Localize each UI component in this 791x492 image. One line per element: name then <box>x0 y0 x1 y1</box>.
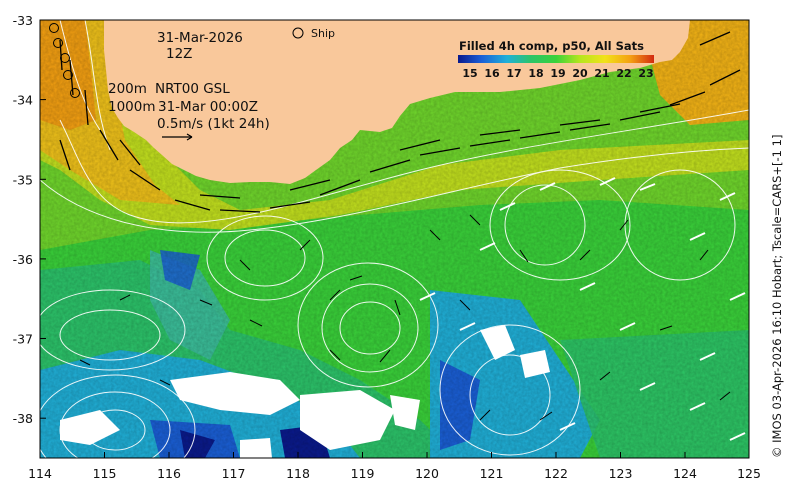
colorbar-tick: 17 <box>506 67 521 80</box>
colorbar-tick: 22 <box>616 67 631 80</box>
x-tick-label: 116 <box>157 466 181 481</box>
colorbar-tick: 16 <box>484 67 500 80</box>
ssh-contours <box>40 20 749 458</box>
ship-track <box>49 23 80 98</box>
plot-area <box>40 20 749 458</box>
scale-label: 0.5m/s (1kt 24h) <box>157 116 270 132</box>
product-time-label: 31-Mar 00:00Z <box>158 99 258 115</box>
x-tick-label: 125 <box>737 466 761 481</box>
colorbar-tick: 23 <box>638 67 653 80</box>
y-tick-label: -38 <box>13 411 33 426</box>
current-arrows-coastal <box>59 31 741 213</box>
x-tick-label: 120 <box>415 466 439 481</box>
x-tick-label: 118 <box>286 466 310 481</box>
y-tick-label: -35 <box>13 172 33 187</box>
scale-arrow <box>162 133 193 141</box>
y-tick-label: -37 <box>13 332 33 347</box>
credit-text: © IMOS 03-Apr-2026 16:10 Hobart; Tscale=… <box>770 135 784 458</box>
y-tick-label: -34 <box>13 93 33 108</box>
depth-200-label: 200m <box>108 81 147 97</box>
colorbar: Filled 4h comp, p50, All Sats 15 16 17 1… <box>458 39 654 80</box>
product-label: NRT00 GSL <box>155 81 230 97</box>
x-tick-label: 124 <box>673 466 697 481</box>
x-tick-label: 121 <box>480 466 504 481</box>
plot-frame <box>39 19 750 459</box>
date-label: 31-Mar-2026 <box>157 30 243 46</box>
current-arrows-white <box>419 177 746 441</box>
colorbar-tick: 21 <box>594 67 609 80</box>
axis-tick-marks <box>39 19 750 458</box>
x-tick-label: 114 <box>28 466 52 481</box>
colorbar-tick: 15 <box>462 67 477 80</box>
x-tick-label: 122 <box>544 466 568 481</box>
current-arrows-ocean <box>79 214 731 421</box>
x-tick-label: 123 <box>609 466 633 481</box>
cloud-mask <box>60 325 550 458</box>
hour-label: 12Z <box>166 46 192 62</box>
ship-marker <box>292 27 304 39</box>
ship-label: Ship <box>311 27 335 40</box>
colorbar-gradient <box>458 55 654 63</box>
colorbar-tick: 19 <box>550 67 565 80</box>
colorbar-tick: 18 <box>528 67 543 80</box>
x-tick-label: 119 <box>351 466 375 481</box>
x-tick-label: 115 <box>93 466 117 481</box>
y-tick-label: -36 <box>13 252 33 267</box>
depth-1000-label: 1000m <box>108 99 156 115</box>
x-tick-label: 117 <box>222 466 246 481</box>
y-tick-label: -33 <box>13 13 33 28</box>
colorbar-title: Filled 4h comp, p50, All Sats <box>459 39 644 53</box>
colorbar-tick: 20 <box>572 67 588 80</box>
